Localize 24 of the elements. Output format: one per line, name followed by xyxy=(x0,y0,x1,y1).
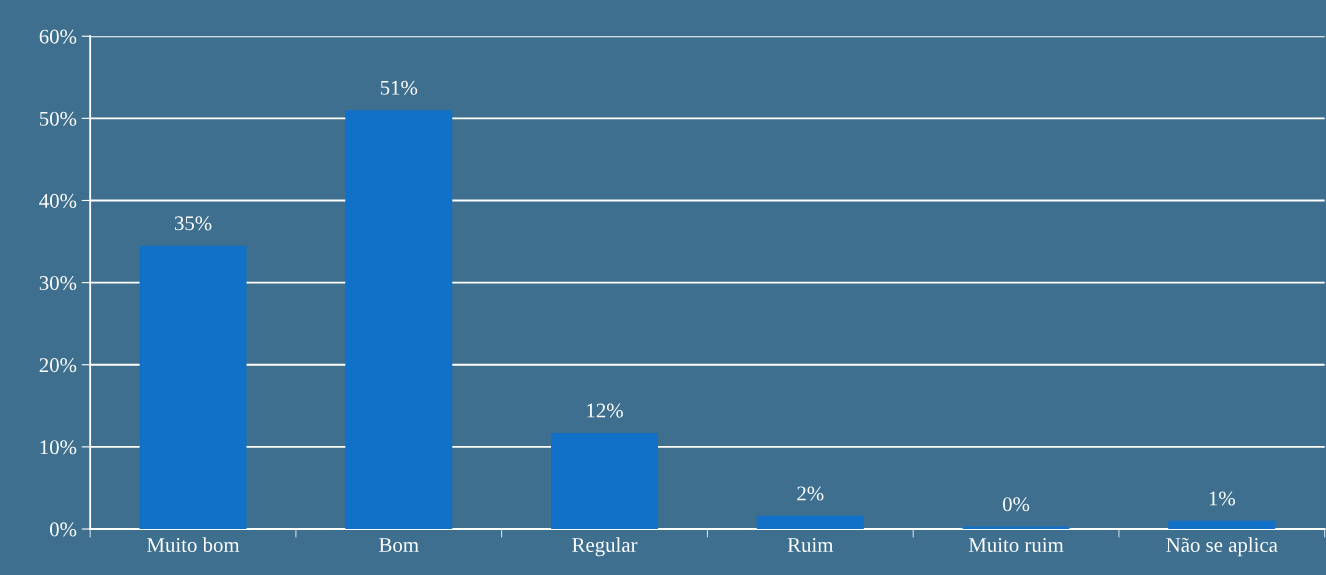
data-label: 2% xyxy=(797,486,824,501)
y-tick-label: 40% xyxy=(39,193,77,208)
y-tick-label: 30% xyxy=(39,275,77,291)
y-tick-label: 50% xyxy=(40,111,77,126)
bar xyxy=(345,110,453,529)
bar xyxy=(756,515,864,529)
data-label: 51% xyxy=(380,80,418,95)
x-tick-label: Bom xyxy=(379,538,419,552)
x-tick-label: Ruim xyxy=(787,537,834,552)
x-tick-label: Muito ruim xyxy=(968,537,1064,552)
y-tick-label: 20% xyxy=(39,358,77,373)
y-tick-label: 0% xyxy=(50,522,77,537)
y-tick-label: 10% xyxy=(40,440,77,455)
data-label: 1% xyxy=(1209,491,1235,506)
x-tick-label: Não se aplica xyxy=(1166,537,1278,557)
y-tick-label: 60% xyxy=(39,29,77,44)
data-label: 0% xyxy=(1002,497,1030,512)
data-label: 12% xyxy=(587,403,623,418)
bar xyxy=(551,432,659,529)
x-tick-label: Muito bom xyxy=(147,537,240,552)
x-tick-label: Regular xyxy=(572,537,638,557)
bar xyxy=(139,245,247,529)
data-label: 35% xyxy=(174,216,212,231)
bar xyxy=(1168,520,1276,529)
